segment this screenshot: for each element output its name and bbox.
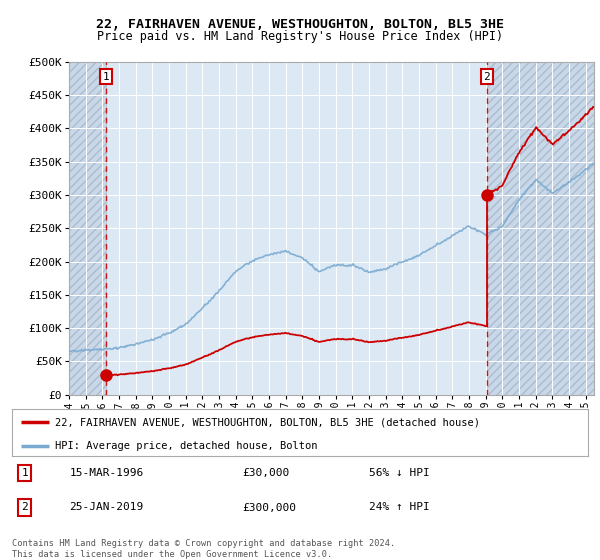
Bar	[487, 62, 594, 395]
Text: 22, FAIRHAVEN AVENUE, WESTHOUGHTON, BOLTON, BL5 3HE (detached house): 22, FAIRHAVEN AVENUE, WESTHOUGHTON, BOLT…	[55, 417, 480, 427]
Text: 24% ↑ HPI: 24% ↑ HPI	[369, 502, 430, 512]
Text: Contains HM Land Registry data © Crown copyright and database right 2024.
This d: Contains HM Land Registry data © Crown c…	[12, 539, 395, 559]
Bar	[69, 62, 106, 395]
Text: 1: 1	[103, 72, 109, 82]
Text: 2: 2	[484, 72, 490, 82]
Text: 2: 2	[21, 502, 28, 512]
Text: 25-JAN-2019: 25-JAN-2019	[70, 502, 144, 512]
Text: £300,000: £300,000	[242, 502, 296, 512]
Text: Price paid vs. HM Land Registry's House Price Index (HPI): Price paid vs. HM Land Registry's House …	[97, 30, 503, 43]
Text: 56% ↓ HPI: 56% ↓ HPI	[369, 468, 430, 478]
Text: HPI: Average price, detached house, Bolton: HPI: Average price, detached house, Bolt…	[55, 441, 318, 451]
Text: £30,000: £30,000	[242, 468, 290, 478]
Text: 22, FAIRHAVEN AVENUE, WESTHOUGHTON, BOLTON, BL5 3HE: 22, FAIRHAVEN AVENUE, WESTHOUGHTON, BOLT…	[96, 18, 504, 31]
Text: 15-MAR-1996: 15-MAR-1996	[70, 468, 144, 478]
Text: 1: 1	[21, 468, 28, 478]
